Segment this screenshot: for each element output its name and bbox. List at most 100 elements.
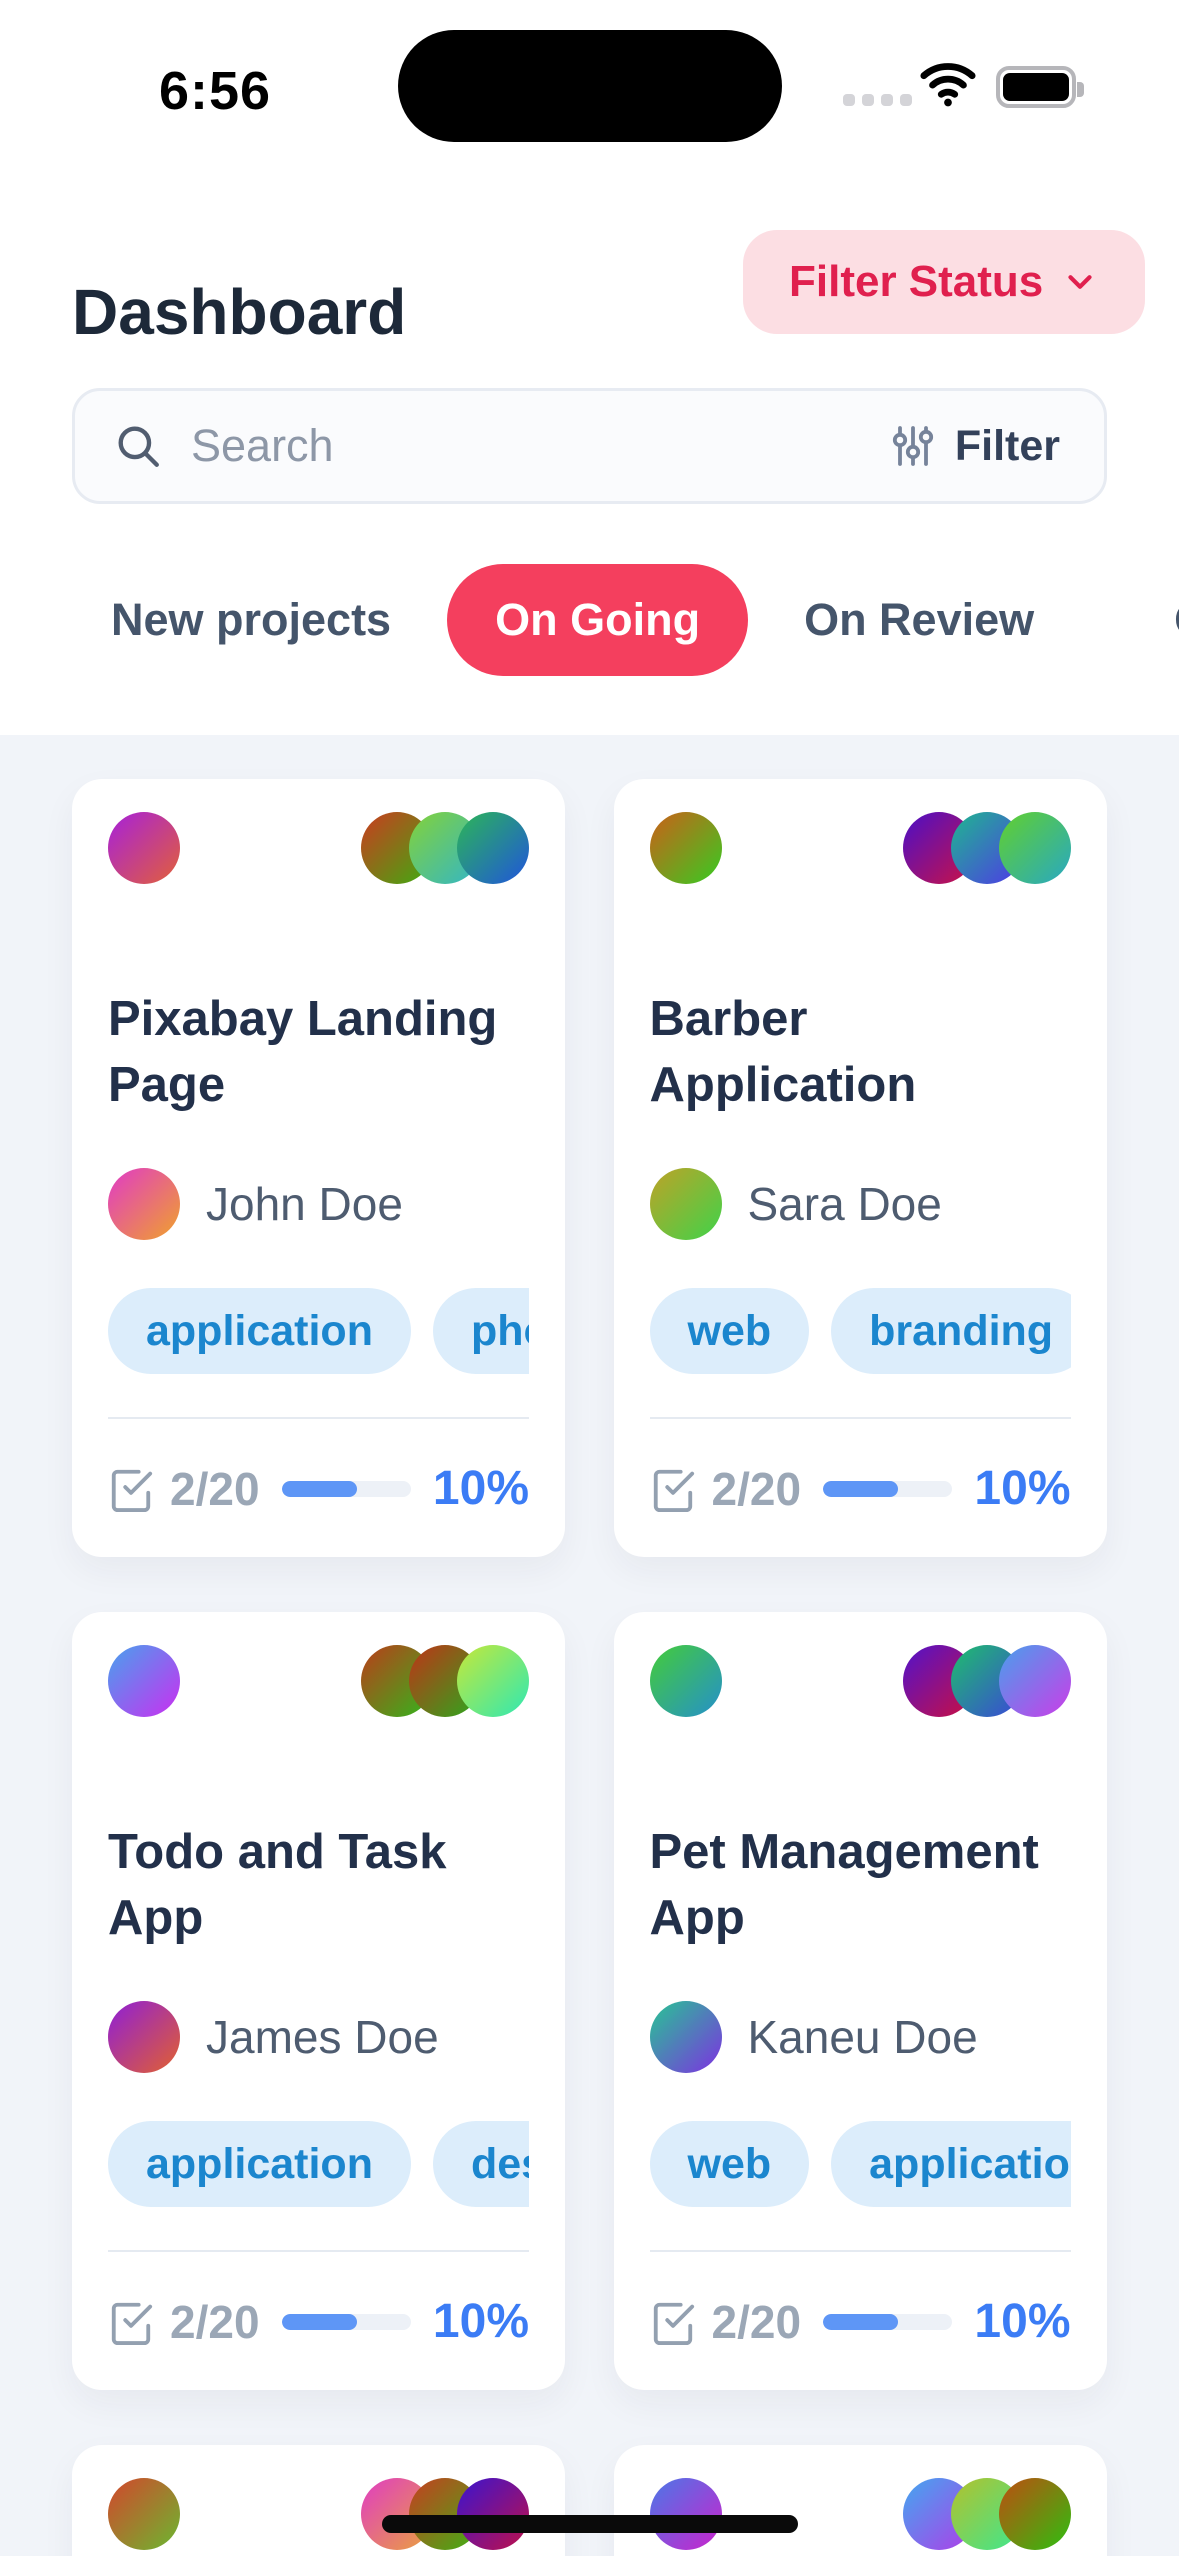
divider [649,2250,1071,2252]
task-count: 2/20 [170,2295,260,2348]
progress-bar [823,1480,953,1497]
progress-percent: 10% [432,2295,529,2348]
project-title: Pixabay Landing Page [108,992,498,1112]
divider [108,1417,529,1419]
progress-fill [281,1480,357,1497]
tab-on-review[interactable]: On Review [804,594,1035,645]
tag-chip: branding [831,1288,1071,1374]
tag-chip: application [108,2121,411,2207]
progress-fill [281,2313,357,2330]
tag-chip: application [831,2121,1071,2207]
status-time: 6:56 [158,61,272,121]
progress-fill [823,2313,899,2330]
check-square-icon [650,1466,696,1512]
progress-bar [281,2313,411,2330]
check-square-icon [108,1466,154,1512]
card-avatars-row [649,812,1071,884]
cards-section: Pixabay Landing Page John Doe applicatio… [0,735,1179,2556]
sliders-icon [889,422,937,470]
project-avatar [108,812,180,884]
tab-on-hold-clipped[interactable]: On [1174,594,1179,646]
team-avatars [361,1645,529,1717]
project-card[interactable]: Pixabay Landing Page John Doe applicatio… [72,779,565,1557]
project-avatar [649,812,722,884]
tag-chip: application [108,1288,411,1374]
tab-new-projects[interactable]: New projects [111,594,392,645]
tab-on-going[interactable]: On Going [447,564,749,676]
owner-avatar [649,1168,722,1240]
progress-percent: 10% [974,1462,1071,1515]
team-avatars [902,812,1071,884]
search-filter-button[interactable]: Filter [883,421,1066,472]
project-avatar [649,2478,722,2550]
search-bar: Filter [72,388,1107,504]
tag-chip: design [432,2121,529,2207]
progress-bar [823,2313,953,2330]
card-footer: 2/20 10% [650,2294,1071,2349]
card-avatars-row [108,2478,529,2550]
owner-row: John Doe [108,1168,529,1240]
team-avatars [902,1645,1071,1717]
card-footer: 2/20 10% [650,1461,1071,1516]
team-avatars [902,2478,1071,2550]
team-avatar [457,2478,529,2550]
project-avatar [108,1645,180,1717]
owner-row: Sara Doe [649,1168,1071,1240]
battery-full-icon [996,66,1084,108]
project-card[interactable] [72,2445,565,2556]
project-card[interactable]: Pet Management App Kaneu Doe web applicat… [613,1612,1107,2390]
search-input[interactable] [189,419,883,473]
team-avatar [457,1645,529,1717]
project-avatar [649,1645,722,1717]
owner-name: James Doe [206,2011,439,2063]
task-count: 2/20 [711,2295,802,2348]
team-avatar [998,1645,1071,1717]
tag-list: web branding [649,1288,1071,1374]
card-footer: 2/20 10% [108,1461,529,1516]
owner-name: Kaneu Doe [747,2011,978,2063]
team-avatar [457,812,529,884]
project-title: Todo and Task App [108,1825,447,1945]
filter-status-label: Filter Status [789,257,1044,306]
project-card[interactable] [613,2445,1107,2556]
dynamic-island [398,30,782,142]
divider [108,2250,529,2252]
owner-avatar [108,1168,180,1240]
project-card[interactable]: Todo and Task App James Doe application d… [72,1612,565,2390]
project-card[interactable]: Barber Application Sara Doe web branding … [613,779,1107,1557]
cards-grid: Pixabay Landing Page John Doe applicatio… [72,779,1107,2556]
owner-avatar [108,2001,180,2073]
team-avatar [998,812,1071,884]
divider [649,1417,1071,1419]
status-tabs: New projects On Going On Review On [0,560,1179,680]
task-count: 2/20 [711,1462,802,1515]
tag-list: applicationdesign [108,2121,529,2207]
home-indicator[interactable] [381,2515,798,2533]
card-avatars-row [649,1645,1071,1717]
filter-status-button[interactable]: Filter Status [743,230,1146,334]
owner-name: John Doe [206,1178,403,1230]
page-title: Dashboard [72,275,407,348]
task-count: 2/20 [170,1462,260,1515]
team-avatars [361,2478,529,2550]
tag-chip: web [649,1288,810,1374]
owner-row: James Doe [108,2001,529,2073]
progress-percent: 10% [974,2295,1071,2348]
card-avatars-row [108,812,529,884]
check-square-icon [650,2299,696,2345]
tag-list: webapplication [649,2121,1071,2207]
progress-bar [281,1480,411,1497]
team-avatar [998,2478,1071,2550]
card-avatars-row [108,1645,529,1717]
search-filter-label: Filter [954,421,1060,470]
owner-avatar [649,2001,722,2073]
project-avatar [108,2478,180,2550]
check-square-icon [108,2299,154,2345]
tag-chip: web [649,2121,810,2207]
card-avatars-row [649,2478,1071,2550]
progress-percent: 10% [432,1462,529,1515]
team-avatars [361,812,529,884]
project-title: Barber Application [649,992,917,1112]
owner-name: Sara Doe [747,1178,942,1230]
